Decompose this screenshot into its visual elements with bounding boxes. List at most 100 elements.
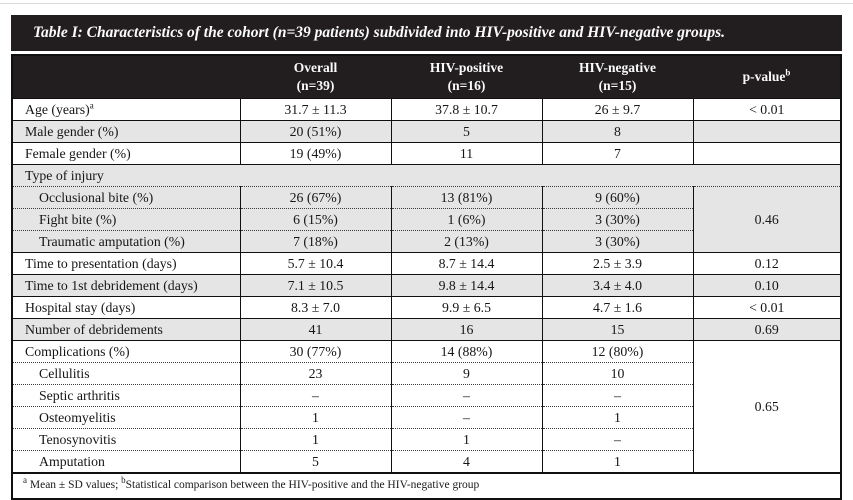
cell-hiv-negative: 1 [541, 406, 693, 429]
table-row-time-to-debridement: Time to 1st debridement (days) 7.1 ± 10.… [12, 274, 841, 297]
row-label: Cellulitis [12, 362, 240, 385]
table-row-male-gender: Male gender (%) 20 (51%) 5 8 [12, 120, 841, 143]
cell-pvalue-injury-merged: 0.46 [692, 186, 841, 253]
col-header-empty [12, 55, 240, 99]
col-header-line2: (n=16) [447, 78, 486, 93]
cell-hiv-positive: 1 [390, 428, 542, 451]
cell-overall: 19 (49%) [239, 142, 391, 165]
table-row-age: Age (years)a 31.7 ± 11.3 37.8 ± 10.7 26 … [12, 98, 841, 121]
cell-hiv-positive: – [390, 384, 542, 407]
section-label: Type of injury [12, 164, 841, 187]
cell-hiv-positive: 2 (13%) [390, 230, 542, 253]
cell-hiv-negative: 7 [541, 142, 693, 165]
footnote-text-b: Statistical comparison between the HIV-p… [125, 479, 480, 491]
col-header-line1: Overall [293, 59, 338, 75]
cell-overall: 20 (51%) [239, 120, 391, 143]
footnote-superscript-b: b [121, 475, 126, 486]
col-header-pvalue: p-valueb [693, 55, 841, 99]
cell-overall: 7.1 ± 10.5 [239, 274, 391, 297]
row-label: Hospital stay (days) [12, 296, 240, 319]
col-header-hiv-positive: HIV-positive (n=16) [391, 55, 542, 99]
footnote-row: a Mean ± SD values; bStatistical compari… [12, 472, 841, 499]
cell-hiv-positive: 9 [390, 362, 542, 385]
cell-overall: 1 [239, 428, 391, 451]
row-label: Time to presentation (days) [12, 252, 240, 275]
cell-hiv-negative: 26 ± 9.7 [541, 98, 693, 121]
cell-overall: 26 (67%) [239, 186, 391, 209]
row-label: Number of debridements [12, 318, 240, 341]
table-row-complications: Complications (%) 30 (77%) 14 (88%) 12 (… [12, 340, 841, 473]
cell-overall: 1 [239, 406, 391, 429]
cell-overall: 23 [239, 362, 391, 385]
cell-hiv-positive: 37.8 ± 10.7 [390, 98, 542, 121]
cell-hiv-positive: 13 (81%) [390, 186, 542, 209]
cell-hiv-negative: – [541, 384, 693, 407]
cell-hiv-negative: 4.7 ± 1.6 [541, 296, 693, 319]
cell-hiv-positive: – [390, 406, 542, 429]
pvalue-label: p-value [742, 68, 786, 84]
cell-overall: 6 (15%) [239, 208, 391, 231]
table-footnote: a Mean ± SD values; bStatistical compari… [12, 472, 841, 499]
cell-hiv-negative: 3 (30%) [541, 230, 693, 253]
row-label: Tenosynovitis [12, 428, 240, 451]
cell-pvalue: 0.12 [692, 252, 841, 275]
cell-pvalue [692, 142, 841, 165]
footnote-superscript-a: a [23, 475, 27, 486]
cell-pvalue-complications-merged: 0.65 [692, 340, 841, 473]
row-label: Complications (%) [12, 340, 240, 363]
cell-hiv-positive: 9.8 ± 14.4 [390, 274, 542, 297]
cell-hiv-negative: 2.5 ± 3.9 [541, 252, 693, 275]
row-label: Female gender (%) [12, 142, 240, 165]
cell-hiv-negative: 15 [541, 318, 693, 341]
col-header-line2: (n=15) [598, 78, 637, 93]
row-label: Fight bite (%) [12, 208, 240, 231]
row-label: Occlusional bite (%) [12, 186, 240, 209]
cell-pvalue: 0.69 [692, 318, 841, 341]
cell-overall: – [239, 384, 391, 407]
cell-hiv-negative: 10 [541, 362, 693, 385]
cell-hiv-positive: 11 [390, 142, 542, 165]
pvalue-superscript: b [785, 67, 791, 78]
cell-overall: 5 [239, 450, 391, 473]
table-row-number-of-debridements: Number of debridements 41 16 15 0.69 [12, 318, 841, 341]
col-header-line2: (n=39) [296, 78, 335, 93]
cell-overall: 7 (18%) [239, 230, 391, 253]
col-header-line1: HIV-negative [579, 59, 656, 75]
table-row-traumatic-amputation: Traumatic amputation (%) 7 (18%) 2 (13%)… [12, 230, 841, 253]
row-label-text: Age (years) [25, 101, 90, 117]
row-label: Age (years)a [12, 98, 240, 121]
cell-hiv-negative: 9 (60%) [541, 186, 693, 209]
table-container: Table I: Characteristics of the cohort (… [11, 15, 842, 500]
cell-overall: 30 (77%) [239, 340, 391, 363]
table-row-amputation: Amputation 5 4 1 [12, 450, 841, 473]
row-label-superscript: a [89, 99, 94, 110]
cell-hiv-positive: 16 [390, 318, 542, 341]
cell-overall: 8.3 ± 7.0 [239, 296, 391, 319]
page-top-rule [0, 3, 853, 4]
row-label: Male gender (%) [12, 120, 240, 143]
col-header-hiv-negative: HIV-negative (n=15) [542, 55, 693, 99]
cell-hiv-negative: 1 [541, 450, 693, 473]
table-row-occlusional-bite: Occlusional bite (%) 26 (67%) 13 (81%) 9… [12, 186, 841, 253]
cell-hiv-positive: 14 (88%) [390, 340, 542, 363]
footnote-text-a: Mean ± SD values; [27, 479, 122, 491]
col-header-line1: HIV-positive [429, 59, 504, 75]
cell-hiv-negative: 8 [541, 120, 693, 143]
cell-hiv-positive: 8.7 ± 14.4 [390, 252, 542, 275]
cell-hiv-negative: 12 (80%) [541, 340, 693, 363]
table-title: Table I: Characteristics of the cohort (… [11, 15, 842, 51]
table-row-time-to-presentation: Time to presentation (days) 5.7 ± 10.4 8… [12, 252, 841, 275]
cell-hiv-positive: 1 (6%) [390, 208, 542, 231]
cell-pvalue: 0.10 [692, 274, 841, 297]
row-label: Septic arthritis [12, 384, 240, 407]
row-label: Amputation [12, 450, 240, 473]
cell-pvalue: < 0.01 [692, 98, 841, 121]
cell-hiv-positive: 9.9 ± 6.5 [390, 296, 542, 319]
cell-hiv-negative: – [541, 428, 693, 451]
table-row-type-of-injury: Type of injury [12, 164, 841, 187]
cell-hiv-negative: 3 (30%) [541, 208, 693, 231]
col-header-overall: Overall (n=39) [240, 55, 391, 99]
cell-pvalue: < 0.01 [692, 296, 841, 319]
row-label: Time to 1st debridement (days) [12, 274, 240, 297]
